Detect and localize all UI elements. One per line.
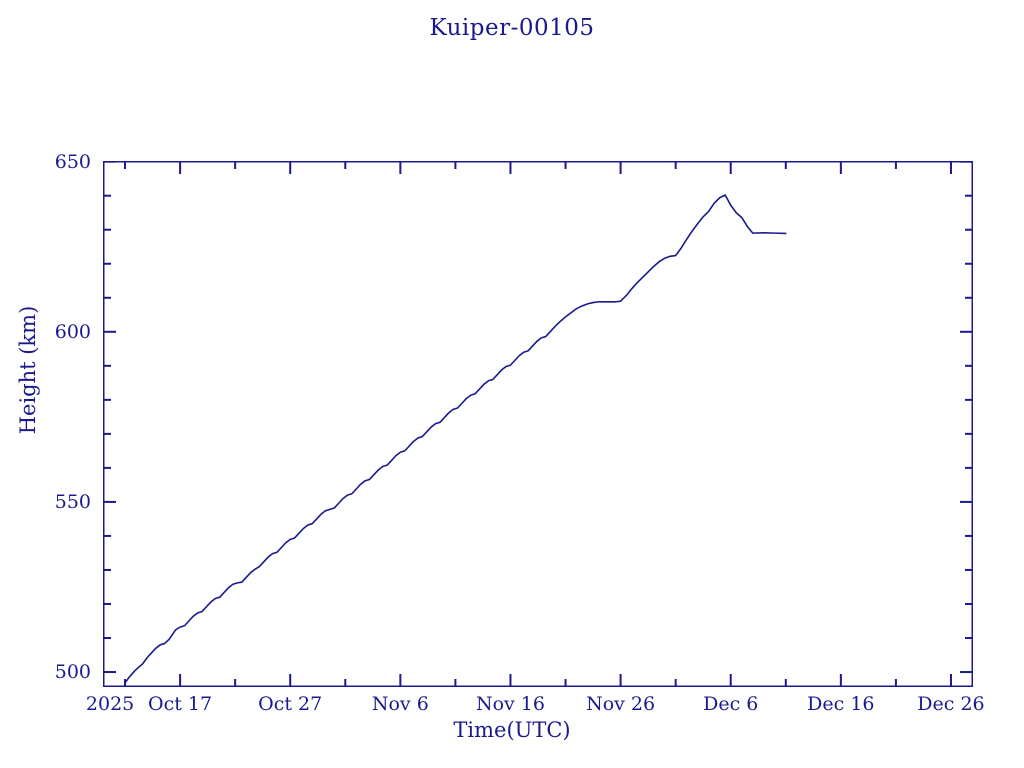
- x-tick-label: Dec 16: [807, 693, 875, 715]
- x-tick-label: Nov 26: [586, 693, 656, 715]
- x-tick-label: Oct 17: [148, 693, 213, 715]
- y-axis-title: Height (km): [16, 305, 40, 435]
- y-tick-label: 650: [54, 150, 91, 173]
- y-tick-label: 600: [54, 320, 91, 343]
- plot-frame: [103, 161, 973, 687]
- y-tick-label: 500: [54, 661, 91, 684]
- axes-frame: [103, 161, 973, 687]
- x-axis-year-label: 2025: [85, 693, 135, 715]
- x-tick-label: Oct 27: [258, 693, 323, 715]
- x-tick-label: Dec 6: [703, 693, 759, 715]
- plot-svg: [103, 161, 973, 687]
- axis-ticks: [103, 161, 973, 687]
- data-series-group: [124, 194, 787, 684]
- x-tick-label: Nov 16: [475, 693, 545, 715]
- plot-area: [103, 161, 973, 687]
- x-axis-title: Time(UTC): [453, 718, 571, 742]
- y-tick-label: 550: [54, 490, 91, 513]
- x-tick-label: Dec 26: [917, 693, 985, 715]
- data-line-height: [124, 194, 787, 684]
- chart-title: Kuiper-00105: [429, 15, 595, 41]
- x-tick-label: Nov 6: [371, 693, 429, 715]
